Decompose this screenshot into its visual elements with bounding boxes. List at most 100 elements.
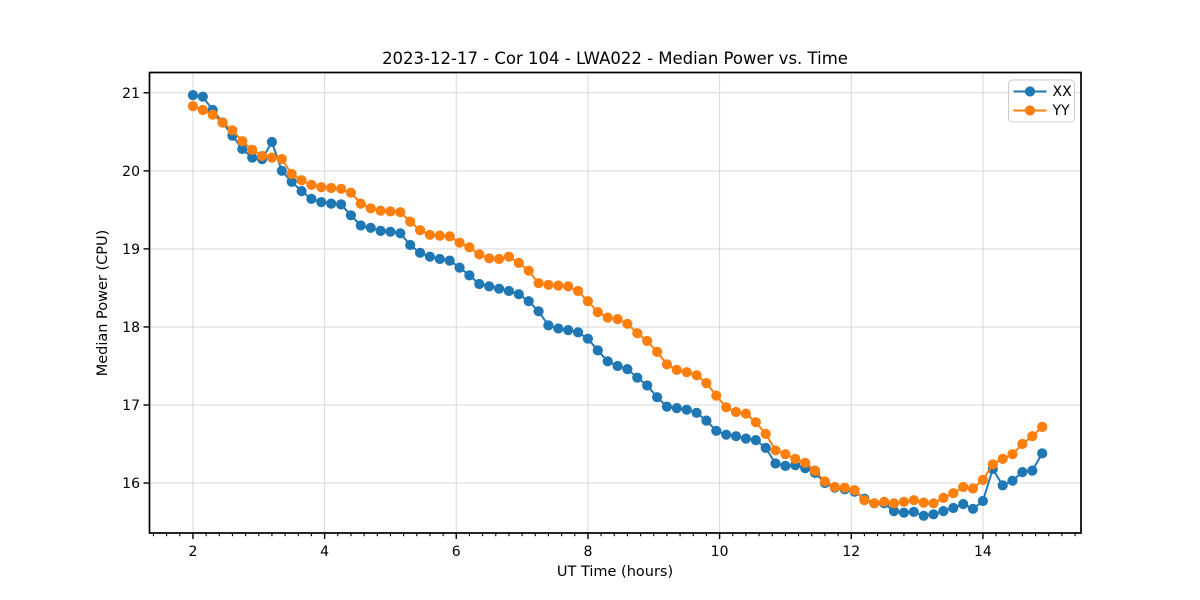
series-YY-marker xyxy=(207,109,218,120)
series-XX-marker xyxy=(385,226,396,237)
series-YY-marker xyxy=(523,265,534,276)
series-XX-marker xyxy=(484,281,495,292)
series-YY-marker xyxy=(701,378,712,389)
series-YY-marker xyxy=(750,417,761,428)
series-YY-marker xyxy=(513,257,524,268)
series-YY-marker xyxy=(800,457,811,468)
series-YY-marker xyxy=(257,150,268,162)
series-YY-marker xyxy=(948,488,959,499)
series-YY-marker xyxy=(809,465,821,476)
series-XX-marker xyxy=(652,392,663,403)
series-YY-marker xyxy=(859,495,870,506)
series-XX-marker xyxy=(464,270,475,281)
series-YY-marker xyxy=(217,117,228,128)
series-XX-marker xyxy=(543,320,554,331)
series-XX-marker xyxy=(770,458,781,469)
series-YY-marker xyxy=(336,183,347,194)
series-XX-marker xyxy=(247,152,258,163)
series-YY-marker xyxy=(375,205,386,216)
series-YY-marker xyxy=(286,168,297,180)
series-XX-marker xyxy=(612,360,623,372)
series-YY-marker xyxy=(612,314,623,325)
series-YY-marker xyxy=(888,498,900,509)
legend: XX YY xyxy=(1008,79,1075,123)
series-XX-marker xyxy=(898,507,910,518)
series-XX-marker xyxy=(415,247,426,258)
series-YY-marker xyxy=(474,249,485,260)
axis-ticks xyxy=(143,92,1076,539)
series-YY-marker xyxy=(573,285,584,297)
series-XX-marker xyxy=(780,460,791,471)
series-XX-marker xyxy=(237,143,248,155)
x-tick-label: 8 xyxy=(583,544,592,560)
series-XX-marker xyxy=(553,323,564,334)
legend-marker-sample xyxy=(1024,105,1036,116)
series-XX-marker xyxy=(661,401,673,412)
series-YY-marker xyxy=(898,496,910,507)
series-XX-marker xyxy=(888,506,900,517)
series-XX-marker xyxy=(286,176,297,187)
series-YY-marker xyxy=(365,203,376,214)
series-XX-marker xyxy=(977,495,989,507)
series-YY-marker xyxy=(197,104,208,116)
series-YY-marker xyxy=(967,483,979,494)
series-XX-marker xyxy=(336,199,347,210)
series-YY-marker xyxy=(553,280,564,291)
series-YY-marker xyxy=(681,367,692,378)
series-YY-marker xyxy=(819,476,831,487)
x-tick-label: 14 xyxy=(974,544,992,560)
x-tick-label: 10 xyxy=(711,544,729,560)
series-YY-marker xyxy=(227,125,238,136)
y-axis-label: Median Power (CPU) xyxy=(95,230,111,377)
series-YY-marker xyxy=(671,364,682,375)
series-YY-marker xyxy=(928,498,939,509)
series-XX-marker xyxy=(908,506,919,517)
series-XX-marker xyxy=(671,403,682,414)
series-XX-marker xyxy=(632,372,643,383)
series-YY-marker xyxy=(237,136,248,147)
series-YY-marker xyxy=(187,101,198,112)
chart-title: 2023-12-17 - Cor 104 - LWA022 - Median P… xyxy=(382,49,848,68)
series-XX-marker xyxy=(958,499,969,510)
series-XX-marker xyxy=(701,415,712,426)
series-XX-marker xyxy=(266,136,277,148)
series-XX-marker xyxy=(474,278,485,290)
data-series xyxy=(187,90,1048,521)
series-YY-marker xyxy=(602,312,613,323)
series-XX-marker xyxy=(740,433,752,444)
series-YY-marker xyxy=(395,207,406,218)
x-tick-label: 4 xyxy=(320,544,329,560)
series-YY-marker xyxy=(721,402,732,413)
series-YY-marker xyxy=(316,182,327,193)
series-YY-line xyxy=(192,105,1043,505)
series-XX-marker xyxy=(276,165,287,176)
series-XX xyxy=(187,90,1048,521)
x-tick-label: 6 xyxy=(452,544,461,560)
series-YY-marker xyxy=(632,328,643,339)
series-XX-marker xyxy=(691,407,702,418)
series-XX-marker xyxy=(730,431,742,442)
series-YY-marker xyxy=(533,278,544,289)
series-XX-marker xyxy=(622,364,633,375)
series-YY-marker xyxy=(740,408,752,419)
series-YY-marker xyxy=(592,307,603,318)
series-XX-marker xyxy=(997,480,1008,491)
series-YY-marker xyxy=(345,187,356,198)
series-YY-marker xyxy=(582,296,594,307)
series-YY-marker xyxy=(711,390,722,401)
series-YY-marker xyxy=(780,449,791,460)
x-axis-label: UT Time (hours) xyxy=(557,564,673,580)
series-XX-marker xyxy=(967,503,979,514)
series-YY-marker xyxy=(730,406,742,418)
series-YY-marker xyxy=(760,428,771,439)
series-XX-marker xyxy=(938,506,949,517)
plot-border xyxy=(148,71,1082,534)
series-XX-marker xyxy=(365,222,376,233)
series-YY-marker xyxy=(405,216,416,227)
y-tick-label: 17 xyxy=(122,398,140,414)
series-XX-marker xyxy=(582,333,594,344)
series-XX-marker xyxy=(721,429,732,440)
series-YY-marker xyxy=(454,237,465,248)
series-XX-marker xyxy=(355,220,366,231)
